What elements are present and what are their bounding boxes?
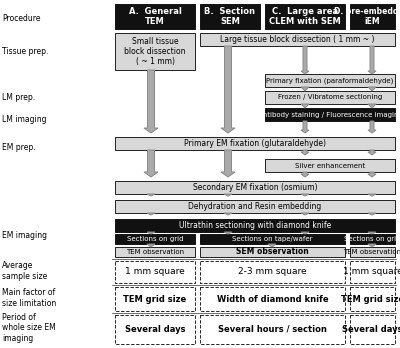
Bar	[115, 247, 195, 257]
Bar	[115, 181, 395, 194]
Text: Ultrathin sectioning with diamond knife: Ultrathin sectioning with diamond knife	[179, 221, 331, 230]
Bar	[115, 219, 395, 232]
Bar	[200, 4, 260, 29]
Polygon shape	[147, 213, 155, 215]
Bar	[115, 261, 195, 283]
Text: Tissue prep.: Tissue prep.	[2, 47, 48, 56]
Polygon shape	[268, 244, 276, 247]
Polygon shape	[368, 244, 376, 247]
Bar	[115, 315, 195, 344]
Text: Antibody staining / Fluorescence imaging: Antibody staining / Fluorescence imaging	[258, 111, 400, 118]
Text: 2-3 mm square: 2-3 mm square	[238, 268, 307, 277]
Bar	[115, 287, 195, 311]
Text: TEM grid size: TEM grid size	[341, 294, 400, 303]
Text: Several days: Several days	[342, 325, 400, 334]
Text: B.  Section
SEM: B. Section SEM	[204, 7, 256, 26]
Text: Width of diamond knife: Width of diamond knife	[217, 294, 328, 303]
Bar	[350, 315, 395, 344]
Polygon shape	[368, 213, 376, 215]
Bar	[200, 247, 345, 257]
Bar	[115, 137, 395, 150]
Polygon shape	[221, 46, 235, 133]
Polygon shape	[147, 194, 155, 196]
Polygon shape	[224, 213, 232, 215]
Polygon shape	[301, 87, 309, 91]
Bar	[115, 4, 195, 29]
Polygon shape	[301, 194, 309, 196]
Bar	[200, 315, 345, 344]
Polygon shape	[224, 232, 232, 234]
Text: Large tissue block dissection ( 1 mm ~ ): Large tissue block dissection ( 1 mm ~ )	[220, 35, 375, 44]
Text: Main factor of
size limitation: Main factor of size limitation	[2, 288, 56, 308]
Polygon shape	[301, 232, 309, 234]
Text: Frozen / Vibratome sectioning: Frozen / Vibratome sectioning	[278, 95, 382, 101]
Polygon shape	[144, 70, 158, 133]
Text: EM imaging: EM imaging	[2, 231, 47, 240]
Text: Silver enhancement: Silver enhancement	[295, 163, 365, 168]
Bar	[265, 4, 345, 29]
Bar	[350, 234, 395, 244]
Polygon shape	[147, 244, 155, 247]
Bar	[200, 33, 395, 46]
Bar	[115, 33, 195, 70]
Polygon shape	[147, 232, 155, 234]
Polygon shape	[368, 121, 376, 133]
Text: Several days: Several days	[125, 325, 185, 334]
Polygon shape	[301, 172, 309, 177]
Polygon shape	[301, 104, 309, 108]
Text: TEM grid size: TEM grid size	[123, 294, 187, 303]
Bar	[350, 4, 395, 29]
Polygon shape	[368, 46, 376, 74]
Text: Sections on grid: Sections on grid	[344, 236, 400, 242]
Polygon shape	[368, 194, 376, 196]
Polygon shape	[368, 104, 376, 108]
Text: Sections on tape/wafer: Sections on tape/wafer	[232, 236, 313, 242]
Bar	[265, 108, 395, 121]
Polygon shape	[301, 213, 309, 215]
Polygon shape	[224, 194, 232, 196]
Bar	[200, 287, 345, 311]
Text: Sections on grid: Sections on grid	[127, 236, 183, 242]
Polygon shape	[368, 172, 376, 177]
Text: TEM observation: TEM observation	[344, 249, 400, 255]
Polygon shape	[368, 232, 376, 234]
Text: LM prep.: LM prep.	[2, 94, 35, 103]
Text: 1 mm square: 1 mm square	[343, 268, 400, 277]
Text: Period of
whole size EM
imaging: Period of whole size EM imaging	[2, 313, 56, 343]
Text: Dehydration and Resin embedding: Dehydration and Resin embedding	[188, 202, 322, 211]
Bar	[200, 261, 345, 283]
Text: SEM observation: SEM observation	[236, 247, 309, 256]
Text: Small tissue
block dissection
( ~ 1 mm): Small tissue block dissection ( ~ 1 mm)	[124, 37, 186, 66]
Bar	[350, 287, 395, 311]
Text: EM prep.: EM prep.	[2, 143, 36, 152]
Polygon shape	[144, 150, 158, 177]
Polygon shape	[221, 150, 235, 177]
Bar	[115, 200, 395, 213]
Text: Procedure: Procedure	[2, 14, 40, 23]
Text: Several hours / section: Several hours / section	[218, 325, 327, 334]
Bar	[265, 91, 395, 104]
Bar	[350, 261, 395, 283]
Text: Primary fixation (paraformaldehyde): Primary fixation (paraformaldehyde)	[266, 77, 394, 84]
Polygon shape	[368, 150, 376, 155]
Polygon shape	[368, 87, 376, 91]
Text: Primary EM fixation (glutaraldehyde): Primary EM fixation (glutaraldehyde)	[184, 139, 326, 148]
Bar	[265, 159, 395, 172]
Text: LM imaging: LM imaging	[2, 116, 46, 125]
Text: D. pre-embedding
iEM: D. pre-embedding iEM	[334, 7, 400, 26]
Bar	[200, 234, 345, 244]
Text: TEM observation: TEM observation	[126, 249, 184, 255]
Text: C.  Large area
CLEM with SEM: C. Large area CLEM with SEM	[269, 7, 341, 26]
Text: A.  General
TEM: A. General TEM	[128, 7, 182, 26]
Polygon shape	[301, 150, 309, 155]
Text: Average
sample size: Average sample size	[2, 261, 47, 281]
Text: Secondary EM fixation (osmium): Secondary EM fixation (osmium)	[193, 183, 317, 192]
Text: 1 mm square: 1 mm square	[125, 268, 185, 277]
Polygon shape	[301, 121, 309, 133]
Bar	[265, 74, 395, 87]
Polygon shape	[301, 46, 309, 74]
Bar	[350, 247, 395, 257]
Bar	[115, 234, 195, 244]
